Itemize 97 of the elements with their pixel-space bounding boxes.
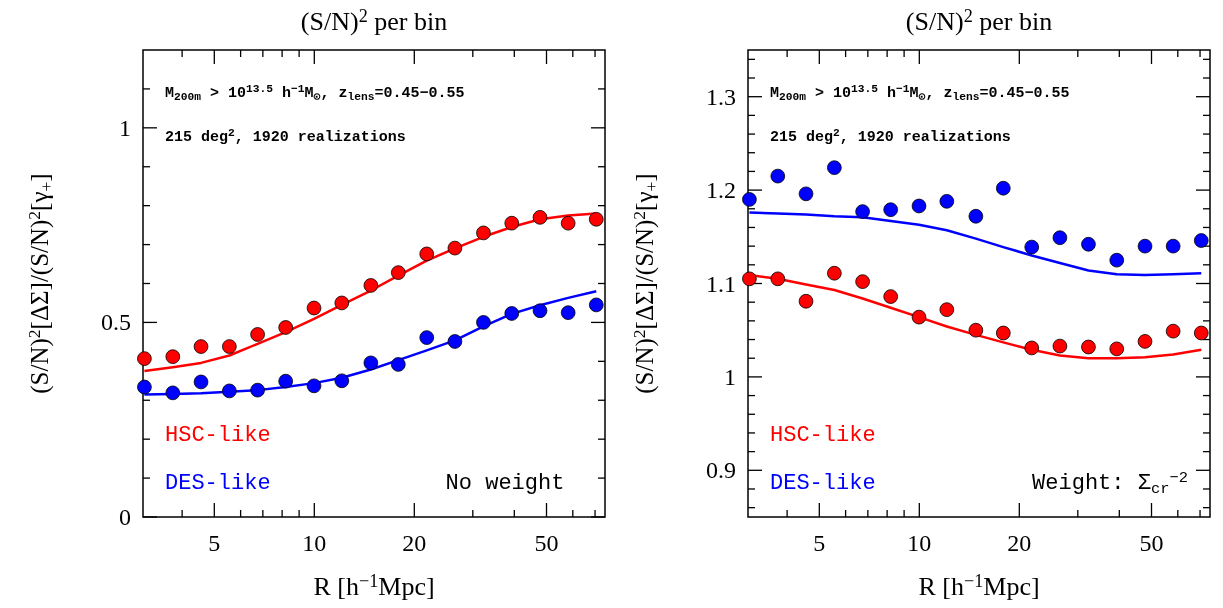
point: [1024, 239, 1040, 255]
point: [419, 246, 435, 262]
point: [193, 374, 209, 390]
y-tick-label: 1: [724, 363, 736, 390]
point: [334, 373, 350, 389]
point: [391, 357, 406, 372]
point: [1193, 233, 1209, 248]
y-tick-label: 1: [119, 114, 131, 141]
point: [419, 330, 435, 345]
y-tick-label: 0: [119, 504, 131, 530]
point: [939, 302, 955, 317]
point: [827, 265, 842, 281]
x-tick-label: 10: [302, 530, 327, 556]
point: [798, 186, 814, 202]
y-tick-label: 1.2: [706, 177, 736, 204]
point: [1193, 325, 1209, 341]
x-tick-label: 5: [208, 530, 221, 556]
point: [911, 309, 927, 325]
y-tick-label: 1.3: [706, 83, 736, 110]
text: HSC-like: [770, 423, 876, 448]
point: [165, 385, 181, 401]
point: [363, 355, 379, 371]
point: [827, 160, 842, 175]
point: [1052, 338, 1068, 354]
point: [250, 382, 265, 398]
point: [770, 168, 786, 184]
point: [742, 192, 757, 207]
point: [476, 315, 491, 330]
text: DES-like: [770, 471, 876, 496]
point: [798, 293, 814, 309]
point: [363, 278, 379, 293]
x-tick-label: 20: [402, 530, 427, 556]
x-tick-label: 20: [1007, 530, 1032, 556]
point: [278, 373, 293, 389]
point: [939, 194, 955, 209]
point: [1109, 341, 1125, 357]
point: [391, 265, 406, 280]
point: [165, 349, 181, 364]
point: [996, 325, 1011, 341]
point: [222, 383, 237, 399]
point: [588, 211, 604, 227]
point: [1165, 238, 1181, 254]
point: [742, 271, 757, 287]
point: [855, 274, 870, 289]
x-tick-label: 10: [907, 530, 932, 556]
point: [883, 289, 898, 304]
x-tick-label: 5: [813, 530, 826, 556]
x-axis-title: R [h$^{−1}$Mpc]: [313, 570, 435, 601]
point: [504, 306, 520, 321]
annotation: 215 deg$^{2}$, 1920 realizations: [165, 126, 406, 146]
y-tick-label: 0.5: [101, 309, 131, 336]
point: [1081, 339, 1096, 355]
annotation: 215 deg$^{2}$, 1920 realizations: [770, 126, 1011, 146]
point: [532, 210, 548, 225]
point: [222, 339, 237, 354]
point: [306, 300, 322, 316]
x-tick-label: 50: [534, 530, 559, 556]
point: [278, 320, 293, 335]
point: [560, 215, 576, 231]
text: M$_{200m}$ > 10$^{13.5}$ h$^{−1}$M$_{⊙}$, z$_{lens}$=0.45−0.55: [770, 82, 1070, 103]
point: [1081, 236, 1096, 252]
point: [1024, 340, 1040, 356]
point: [447, 334, 463, 349]
x-axis-title: R [h$^{−1}$Mpc]: [918, 570, 1040, 601]
point: [855, 204, 870, 219]
point: [137, 379, 152, 395]
point: [1137, 238, 1153, 254]
point: [588, 297, 604, 313]
point: [911, 198, 927, 214]
point: [193, 339, 209, 354]
point: [883, 202, 898, 218]
text: DES-like: [165, 471, 271, 496]
point: [996, 180, 1011, 196]
point: [306, 378, 322, 394]
point: [137, 351, 152, 366]
point: [1165, 323, 1181, 339]
y-tick-label: 0.9: [706, 457, 736, 484]
point: [968, 208, 984, 224]
point: [560, 305, 576, 320]
annotation: No weight: [445, 471, 565, 496]
chart-title: (S/N)$^{2}$ per bin: [300, 5, 448, 36]
point: [1137, 334, 1153, 349]
text: HSC-like: [165, 423, 271, 448]
x-tick-label: 50: [1139, 530, 1164, 556]
chart-title: (S/N)$^{2}$ per bin: [905, 5, 1053, 36]
point: [968, 322, 984, 338]
point: [532, 303, 548, 319]
point: [476, 225, 491, 241]
point: [447, 240, 463, 256]
y-tick-label: 1.1: [706, 270, 736, 297]
point: [504, 215, 520, 231]
point: [250, 327, 265, 342]
point: [1109, 252, 1125, 268]
point: [770, 271, 786, 287]
point: [334, 295, 350, 311]
point: [1052, 230, 1068, 246]
text: M$_{200m}$ > 10$^{13.5}$ h$^{−1}$M$_{⊙}$, z$_{lens}$=0.45−0.55: [165, 82, 465, 103]
